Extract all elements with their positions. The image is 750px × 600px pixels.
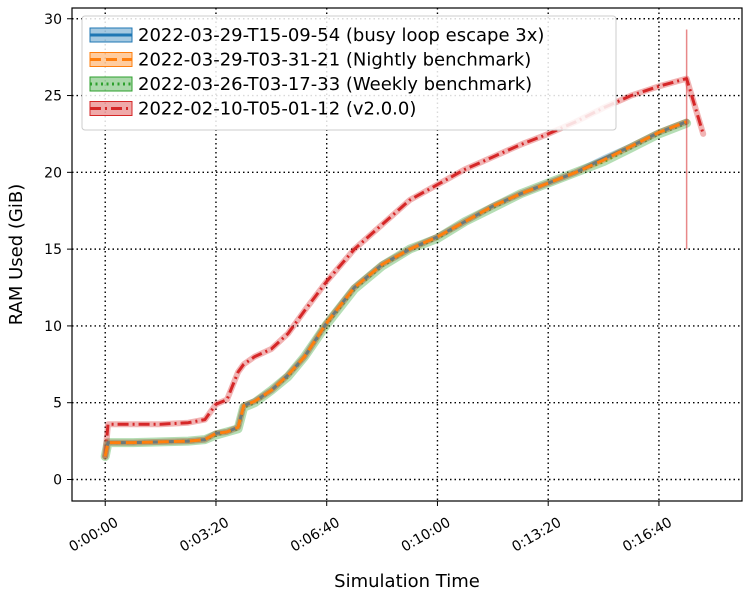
x-tick-label: 0:10:00 xyxy=(399,515,454,556)
series-lines xyxy=(100,29,707,461)
y-tick-label: 10 xyxy=(44,319,62,335)
x-tick-label: 0:13:20 xyxy=(509,515,564,556)
y-tick-label: 25 xyxy=(44,89,62,105)
legend: 2022-03-29-T15-09-54 (busy loop escape 3… xyxy=(81,15,617,131)
y-tick-label: 0 xyxy=(53,472,62,488)
y-tick-label: 5 xyxy=(53,396,62,412)
y-tick-label: 20 xyxy=(44,165,62,181)
series-line xyxy=(103,77,705,457)
legend-box xyxy=(81,15,617,131)
x-tick-label: 0:03:20 xyxy=(177,515,232,556)
legend-label: 2022-03-29-T03-31-21 (Nightly benchmark) xyxy=(138,50,531,71)
series-band xyxy=(102,75,707,460)
legend-label: 2022-03-29-T15-09-54 (busy loop escape 3… xyxy=(138,25,544,46)
y-axis-label: RAM Used (GiB) xyxy=(6,184,27,325)
legend-label: 2022-03-26-T03-17-33 (Weekly benchmark) xyxy=(138,74,532,95)
x-axis: 0:00:00 0:03:20 0:06:40 0:10:00 0:13:20 0:16:… xyxy=(66,501,675,556)
series-line xyxy=(103,121,688,457)
y-axis: 0 5 10 15 20 25 30 xyxy=(44,12,72,488)
y-tick-label: 15 xyxy=(44,242,62,258)
x-axis-label: Simulation Time xyxy=(334,571,480,592)
x-tick-label: 0:16:40 xyxy=(620,515,675,556)
y-tick-label: 30 xyxy=(44,12,62,28)
series-band xyxy=(100,118,692,461)
legend-label: 2022-02-10-T05-01-12 (v2.0.0) xyxy=(138,99,416,120)
series-line xyxy=(103,120,688,457)
x-tick-label: 0:06:40 xyxy=(288,515,343,556)
x-tick-label: 0:00:00 xyxy=(66,515,121,556)
plot-frame xyxy=(71,7,743,502)
